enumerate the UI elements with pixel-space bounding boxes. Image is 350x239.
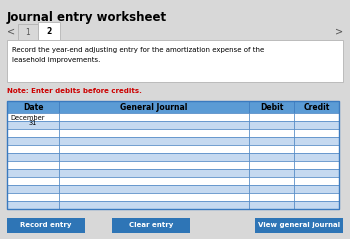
Bar <box>294 145 339 153</box>
Bar <box>294 185 339 193</box>
Bar <box>59 113 249 121</box>
Bar <box>7 177 59 185</box>
Bar <box>294 101 339 113</box>
Bar <box>249 137 294 145</box>
Bar <box>59 137 249 145</box>
Bar <box>294 169 339 177</box>
Bar <box>294 161 339 169</box>
Bar <box>294 177 339 185</box>
Text: December: December <box>10 115 44 121</box>
Bar <box>249 177 294 185</box>
Bar <box>7 113 59 121</box>
Text: Record entry: Record entry <box>20 223 72 228</box>
Bar <box>249 113 294 121</box>
Bar <box>249 129 294 137</box>
Bar <box>7 137 59 145</box>
Text: Clear entry: Clear entry <box>129 223 173 228</box>
Bar <box>249 145 294 153</box>
Text: General Journal: General Journal <box>120 103 188 112</box>
Text: Date: Date <box>23 103 43 112</box>
Bar <box>112 218 190 233</box>
Bar <box>249 201 294 209</box>
Bar <box>59 201 249 209</box>
Bar <box>59 169 249 177</box>
Bar <box>7 185 59 193</box>
Bar <box>249 121 294 129</box>
Bar <box>59 185 249 193</box>
Bar <box>7 193 59 201</box>
Bar <box>294 129 339 137</box>
Bar <box>294 137 339 145</box>
Bar <box>7 145 59 153</box>
Bar <box>59 101 249 113</box>
Bar <box>18 24 38 40</box>
Bar <box>7 101 339 209</box>
Bar <box>7 129 59 137</box>
Bar <box>7 201 59 209</box>
Text: Debit: Debit <box>260 103 283 112</box>
Text: Record the year-end adjusting entry for the amortization expense of the: Record the year-end adjusting entry for … <box>12 47 264 53</box>
Bar <box>294 153 339 161</box>
Bar <box>59 177 249 185</box>
Bar <box>294 121 339 129</box>
Bar <box>38 22 60 40</box>
Text: Credit: Credit <box>303 103 330 112</box>
Bar <box>249 169 294 177</box>
Bar <box>294 113 339 121</box>
Text: leasehold improvements.: leasehold improvements. <box>12 57 100 63</box>
Bar <box>249 153 294 161</box>
Bar <box>7 40 343 82</box>
Bar <box>7 101 59 113</box>
Bar <box>59 161 249 169</box>
Text: View general journal: View general journal <box>258 223 340 228</box>
Bar <box>59 145 249 153</box>
Bar <box>7 218 85 233</box>
Text: 1: 1 <box>26 27 30 37</box>
Bar <box>7 161 59 169</box>
Bar <box>7 153 59 161</box>
Text: 31: 31 <box>29 120 37 126</box>
Bar <box>294 193 339 201</box>
Bar <box>249 193 294 201</box>
Bar <box>255 218 343 233</box>
Bar <box>59 193 249 201</box>
Text: <: < <box>7 26 15 36</box>
Bar <box>249 101 294 113</box>
Bar <box>59 129 249 137</box>
Bar <box>59 121 249 129</box>
Text: Note: Enter debits before credits.: Note: Enter debits before credits. <box>7 88 142 94</box>
Text: Journal entry worksheet: Journal entry worksheet <box>7 11 167 24</box>
Bar <box>59 153 249 161</box>
Text: 2: 2 <box>46 27 52 36</box>
Bar <box>7 169 59 177</box>
Text: >: > <box>335 26 343 36</box>
Bar <box>249 185 294 193</box>
Bar <box>249 161 294 169</box>
Bar <box>294 201 339 209</box>
Bar <box>7 121 59 129</box>
